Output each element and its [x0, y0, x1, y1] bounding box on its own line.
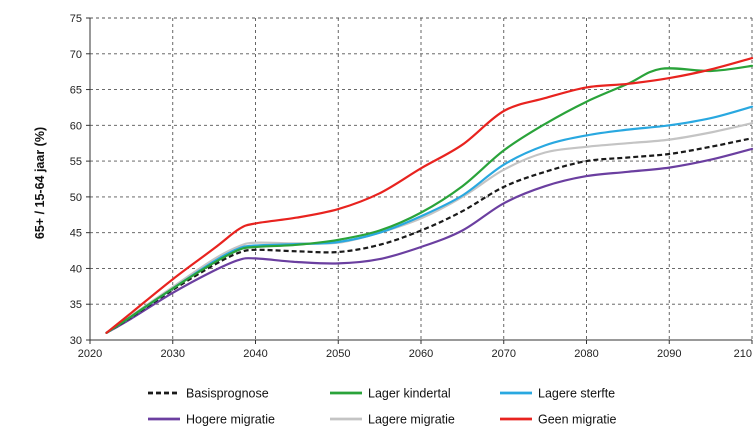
y-tick-label: 75 — [70, 13, 82, 25]
x-tick-label: 2050 — [326, 348, 350, 360]
series-line-lagere-sterfte — [105, 105, 754, 334]
series-lines — [105, 57, 754, 334]
series-line-hogere-migratie — [105, 147, 754, 334]
x-tick-label: 2080 — [574, 348, 598, 360]
legend-label: Lagere migratie — [368, 413, 455, 427]
x-tick-label: 2070 — [492, 348, 516, 360]
series-line-lagere-migratie — [105, 122, 754, 334]
legend-label: Lager kindertal — [368, 387, 451, 401]
y-tick-label: 30 — [70, 335, 82, 347]
axes — [86, 17, 753, 344]
x-tick-label: 2040 — [243, 348, 267, 360]
legend-label: Lagere sterfte — [538, 387, 615, 401]
y-tick-label: 60 — [70, 120, 82, 132]
y-tick-label: 65 — [70, 85, 82, 97]
x-tick-label: 2030 — [161, 348, 185, 360]
legend: Basisprognose Lager kindertal Lagere sterf… — [148, 387, 617, 427]
x-tick-label: 2090 — [657, 348, 681, 360]
tick-labels: 30 35 40 45 50 55 60 65 70 75 2020 2030 2040 2050 2060… — [70, 13, 752, 360]
y-tick-label: 70 — [70, 49, 82, 61]
x-tick-label: 2020 — [78, 348, 102, 360]
y-tick-label: 50 — [70, 192, 82, 204]
legend-label: Geen migratie — [538, 413, 617, 427]
legend-label: Hogere migratie — [186, 413, 275, 427]
y-tick-label: 40 — [70, 263, 82, 275]
y-axis-title: 65+ / 15-64 jaar (%) — [33, 127, 47, 239]
y-tick-label: 55 — [70, 156, 82, 168]
grid — [90, 17, 753, 340]
y-tick-label: 35 — [70, 299, 82, 311]
x-tick-label: 2060 — [409, 348, 433, 360]
x-tick-label: 210 — [734, 348, 752, 360]
series-line-lager-kindertal — [105, 64, 754, 334]
legend-label: Basisprognose — [186, 387, 269, 401]
series-line-geen-migratie — [105, 57, 754, 334]
y-tick-label: 45 — [70, 228, 82, 240]
series-line-basisprognose — [105, 137, 753, 334]
